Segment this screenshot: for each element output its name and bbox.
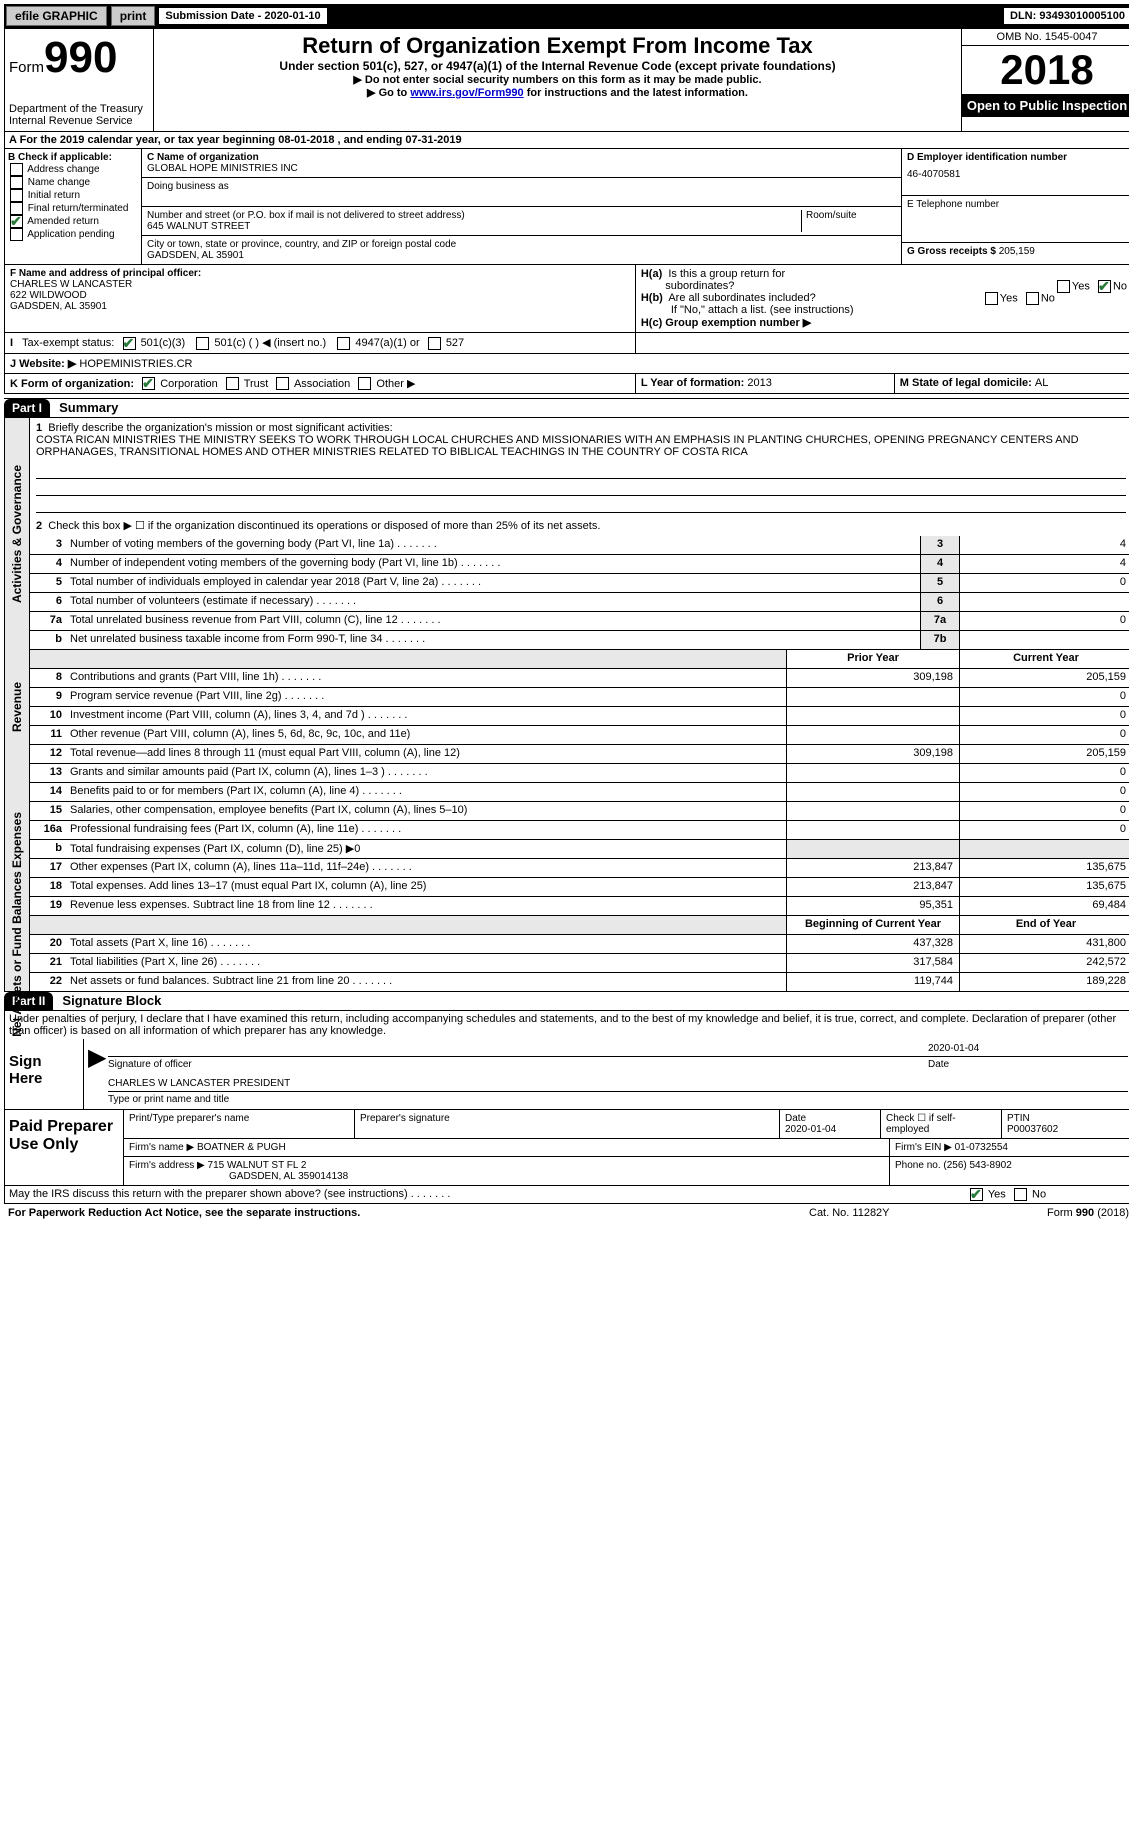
ha-no-checkbox[interactable] [1098,280,1111,293]
officer-name: CHARLES W LANCASTER PRESIDENT [108,1078,1128,1092]
street-address: 645 WALNUT STREET [147,221,797,232]
city-state-zip: GADSDEN, AL 35901 [147,250,896,261]
org-name: GLOBAL HOPE MINISTRIES INC [147,163,896,174]
submission-date: Submission Date - 2020-01-10 [159,8,326,24]
row-i: I Tax-exempt status: 501(c)(3) 501(c) ( … [4,333,1129,354]
mission-text: COSTA RICAN MINISTRIES THE MINISTRY SEEK… [36,434,1079,458]
sign-here-block: Sign Here ▶ 2020-01-04 Signature of offi… [4,1039,1129,1110]
row-j: J Website: ▶ HOPEMINISTRIES.CR [4,354,1129,374]
omb-number: OMB No. 1545-0047 [962,29,1129,46]
discuss-yes-checkbox[interactable] [970,1188,983,1201]
form-subtitle: Under section 501(c), 527, or 4947(a)(1)… [158,59,957,73]
efile-button[interactable]: efile GRAPHIC [6,6,107,26]
form-header: Form990 Department of the Treasury Inter… [4,28,1129,132]
part1-header: Part I [4,399,50,417]
corp-checkbox[interactable] [142,377,155,390]
perjury-text: Under penalties of perjury, I declare th… [4,1010,1129,1039]
section-expenses: Expenses 13Grants and similar amounts pa… [4,764,1129,916]
form-title: Return of Organization Exempt From Incom… [158,33,957,59]
tax-year: 2018 [962,46,1129,94]
goto-link: ▶ Go to www.irs.gov/Form990 for instruct… [158,86,957,99]
block-bcd: B Check if applicable: Address change Na… [4,149,1129,265]
footer: For Paperwork Reduction Act Notice, see … [4,1204,1129,1222]
paid-preparer-block: Paid Preparer Use Only Print/Type prepar… [4,1110,1129,1186]
irs-label: Internal Revenue Service [9,115,149,127]
gross-receipts: 205,159 [999,246,1035,257]
print-button[interactable]: print [111,6,156,26]
amended-checkbox[interactable] [10,215,23,228]
block-fh: F Name and address of principal officer:… [4,265,1129,333]
part1-title: Summary [53,400,118,415]
row-klm: K Form of organization: Corporation Trus… [4,374,1129,395]
col-b: B Check if applicable: Address change Na… [5,149,142,264]
part2-title: Signature Block [56,993,161,1008]
line-a: A For the 2019 calendar year, or tax yea… [4,132,1129,149]
col-deg: D Employer identification number 46-4070… [902,149,1129,264]
irs-link[interactable]: www.irs.gov/Form990 [410,87,523,99]
website: HOPEMINISTRIES.CR [79,358,192,370]
discuss-row: May the IRS discuss this return with the… [4,1186,1129,1204]
dept-treasury: Department of the Treasury [9,103,149,115]
501c3-checkbox[interactable] [123,337,136,350]
col-c: C Name of organization GLOBAL HOPE MINIS… [142,149,902,264]
section-revenue: Revenue Prior YearCurrent Year 8Contribu… [4,650,1129,764]
section-net-assets: Net Assets or Fund Balances Beginning of… [4,916,1129,992]
dln: DLN: 93493010005100 [1004,8,1129,24]
ssn-warning: ▶ Do not enter social security numbers o… [158,73,957,86]
top-bar: efile GRAPHIC print Submission Date - 20… [4,4,1129,28]
open-public-badge: Open to Public Inspection [962,94,1129,117]
ein: 46-4070581 [907,169,1127,180]
form-990-label: Form990 [9,33,149,83]
section-governance: Activities & Governance 1 Briefly descri… [4,417,1129,650]
